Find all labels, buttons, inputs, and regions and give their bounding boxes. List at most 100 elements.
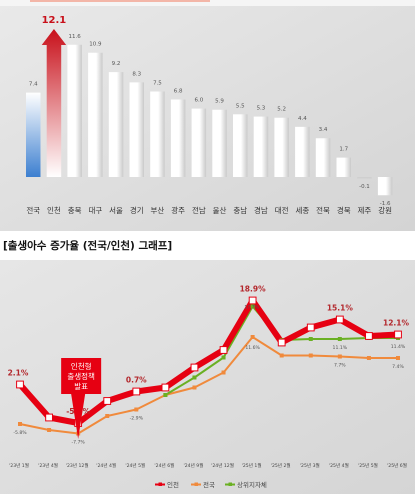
bar-경남 <box>253 116 269 177</box>
data-label: 11.6% <box>245 345 260 351</box>
bar-value-label: 8.3 <box>132 71 141 77</box>
bar-value-label: -0.1 <box>359 184 370 190</box>
bar-value-label: 6.0 <box>194 98 203 104</box>
data-point-전국 <box>308 353 313 358</box>
bar-value-label: 7.4 <box>29 82 38 88</box>
data-point-전국 <box>396 356 400 360</box>
data-point-전국 <box>337 354 342 359</box>
data-point-인천 <box>365 332 373 340</box>
data-point-인천 <box>335 315 344 324</box>
legend-label: 전국 <box>203 480 215 489</box>
category-tick-label: 강원 <box>378 205 392 215</box>
bar-제주 <box>357 177 372 179</box>
data-label: 11.1% <box>333 345 348 351</box>
bar-value-label: 11.6 <box>69 34 82 40</box>
category-tick-label: 서울 <box>109 206 123 215</box>
bar-경북 <box>336 157 351 177</box>
data-label: -2.9% <box>130 416 144 422</box>
category-tick-label: 인천 <box>47 205 61 215</box>
legend-label: 인천 <box>167 480 179 489</box>
bar-value-label: -1.6 <box>380 201 391 207</box>
data-point-전국 <box>105 414 110 418</box>
data-point-전국 <box>18 422 22 426</box>
series-line-인천 <box>17 297 401 426</box>
legend-marker <box>228 482 232 486</box>
data-label: 18.9% <box>240 285 267 294</box>
category-tick-label: 전남 <box>192 205 206 215</box>
bar-충남 <box>233 114 248 177</box>
annotation-arrow <box>71 394 86 439</box>
data-label: -5.8% <box>13 430 27 436</box>
data-point-상위지자체 <box>221 355 226 360</box>
data-point-인천 <box>394 330 402 339</box>
data-label: 0.7% <box>126 376 147 385</box>
chart1-background <box>0 6 415 231</box>
x-tick-label: '24년 12월 <box>211 462 234 469</box>
bar-인천 <box>41 29 67 178</box>
data-point-전국 <box>221 370 226 375</box>
bar-value-label: 5.3 <box>257 106 266 112</box>
data-label: 17.7% <box>244 305 259 311</box>
data-point-전국 <box>366 356 371 360</box>
data-point-인천 <box>132 387 141 396</box>
annotation-text: 인천형 <box>71 361 92 371</box>
data-point-인천 <box>161 383 170 392</box>
data-label: 12.1% <box>383 319 410 328</box>
data-label: 7.4% <box>392 364 404 370</box>
data-point-상위지자체 <box>163 393 168 397</box>
data-point-전국 <box>192 385 197 390</box>
category-tick-label: 경남 <box>254 205 268 215</box>
data-point-인천 <box>190 363 199 372</box>
bar-value-label: 5.5 <box>236 103 245 109</box>
x-tick-label: '25년 6월 <box>387 462 407 469</box>
bar-value-label: 3.4 <box>319 127 328 133</box>
data-point-상위지자체 <box>250 304 255 309</box>
data-point-인천 <box>248 296 257 305</box>
category-tick-label: 부산 <box>151 205 165 215</box>
data-point-인천 <box>16 380 24 389</box>
bar-세종 <box>295 126 310 177</box>
category-tick-label: 대구 <box>88 206 102 215</box>
bar-광주 <box>170 99 186 177</box>
category-tick-label: 전북 <box>316 205 330 215</box>
bar-value-label: 10.9 <box>89 42 102 48</box>
x-tick-label: '25년 2월 <box>271 462 291 469</box>
top-strip <box>0 0 415 6</box>
bar-value-label: 6.8 <box>174 88 183 94</box>
category-tick-label: 세종 <box>295 206 309 215</box>
x-tick-label: '24년 6월 <box>154 462 174 469</box>
category-tick-label: 경북 <box>337 205 351 215</box>
data-point-인천 <box>277 338 286 347</box>
bar-전국 <box>26 92 41 177</box>
x-tick-label: '23년 12월 <box>66 462 89 469</box>
category-tick-label: 울산 <box>213 205 227 215</box>
bar-value-label: 4.4 <box>298 116 307 122</box>
bar-전남 <box>191 108 207 177</box>
data-point-전국 <box>47 428 52 432</box>
data-point-전국 <box>250 335 255 339</box>
bar-부산 <box>150 91 165 177</box>
data-point-상위지자체 <box>337 337 342 341</box>
data-point-인천 <box>45 413 53 422</box>
bar-value-label: 1.7 <box>339 147 348 153</box>
data-label: 7.7% <box>334 363 346 369</box>
annotation-text: 발표 <box>74 382 88 391</box>
regional-birth-growth-bar-chart: 7.4 12.1 11.6 10.9 9.2 8.3 7.5 6.8 6.0 5.9 5.5 5.3 5… <box>0 0 415 231</box>
legend-label: 상위지자체 <box>237 480 267 489</box>
bar-강원 <box>377 177 393 196</box>
data-point-상위지자체 <box>308 337 313 341</box>
bar-서울 <box>108 72 124 177</box>
category-tick-label: 충남 <box>233 206 247 215</box>
bar-value-label: 5.2 <box>277 107 286 113</box>
x-tick-label: '25년 5월 <box>358 462 378 469</box>
bar-대구 <box>88 52 103 177</box>
x-tick-label: '24년 5월 <box>125 462 145 469</box>
category-tick-label: 광주 <box>171 205 185 215</box>
line-chart-heading: [출생아수 증가율 (전국/인천) 그래프] <box>3 240 173 252</box>
data-point-전국 <box>134 407 139 412</box>
bar-전북 <box>315 138 331 177</box>
bar-경기 <box>129 82 144 177</box>
bar-value-label: 9.2 <box>112 61 121 67</box>
category-tick-label: 충북 <box>68 206 82 215</box>
legend-marker <box>194 482 198 486</box>
